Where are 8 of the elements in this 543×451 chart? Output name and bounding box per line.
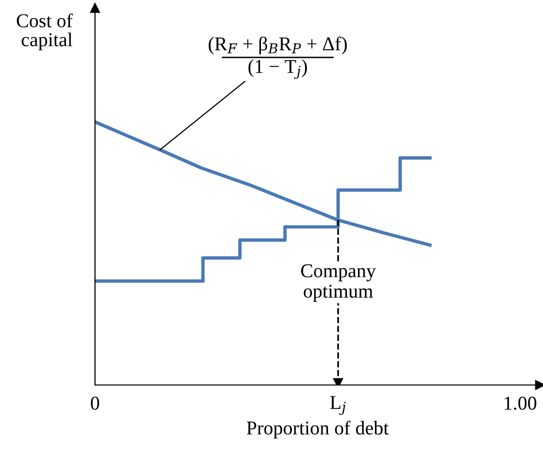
x-tick-label: L$_{j}$ (330, 396, 346, 415)
x-tick-label: 1.00 (504, 396, 536, 410)
ref-line-label: Company optimum (301, 264, 376, 302)
annotation: (1 − T$_{j}$) (248, 59, 307, 79)
text: (R$_{F}$ + β$_{B}$R$_{P}$ + Δf) (208, 36, 347, 54)
y-axis-title: Cost of capital (16, 13, 73, 50)
x-tick-label: 0 (90, 396, 100, 410)
x-axis-title: Proportion of debt (246, 420, 389, 439)
